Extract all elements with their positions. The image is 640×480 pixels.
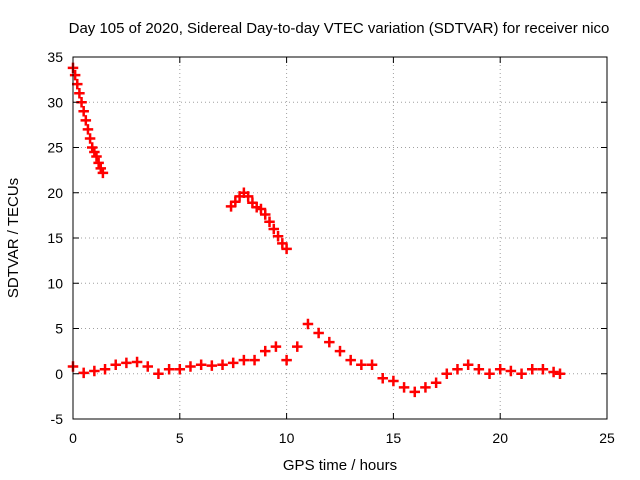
data-point bbox=[430, 377, 442, 389]
x-tick-label: 0 bbox=[69, 430, 77, 446]
series-high-2 bbox=[225, 187, 292, 255]
data-point bbox=[259, 345, 271, 357]
data-point bbox=[272, 230, 284, 242]
data-point bbox=[302, 318, 314, 330]
data-point bbox=[195, 359, 207, 370]
data-point bbox=[227, 357, 239, 369]
data-point bbox=[548, 366, 559, 378]
data-point bbox=[484, 368, 495, 379]
data-point bbox=[554, 368, 566, 379]
x-tick-label: 5 bbox=[176, 430, 184, 446]
series-high-1 bbox=[67, 62, 109, 179]
data-point bbox=[516, 368, 527, 379]
x-tick-label: 20 bbox=[492, 430, 508, 446]
x-tick-label: 15 bbox=[386, 430, 402, 446]
data-point bbox=[324, 336, 335, 348]
x-axis-label: GPS time / hours bbox=[283, 457, 397, 474]
y-tick-label: 5 bbox=[55, 321, 63, 337]
data-point bbox=[313, 327, 324, 339]
data-point bbox=[409, 386, 421, 398]
y-tick-label: -5 bbox=[51, 411, 64, 427]
data-point bbox=[281, 243, 292, 255]
data-point bbox=[110, 359, 121, 370]
data-point bbox=[163, 363, 175, 375]
data-points bbox=[67, 62, 566, 398]
data-point bbox=[452, 363, 463, 375]
data-point bbox=[249, 354, 260, 366]
data-point bbox=[334, 345, 346, 357]
data-point bbox=[537, 363, 549, 375]
data-point bbox=[247, 197, 258, 208]
data-point bbox=[99, 363, 111, 375]
data-point bbox=[89, 365, 100, 377]
data-point bbox=[356, 359, 367, 370]
data-point bbox=[420, 382, 431, 393]
y-tick-label: 20 bbox=[47, 185, 63, 201]
data-point bbox=[264, 216, 275, 227]
data-point bbox=[270, 341, 282, 352]
data-point bbox=[526, 363, 538, 375]
data-point bbox=[225, 201, 237, 212]
data-point bbox=[259, 209, 271, 220]
data-point bbox=[185, 361, 196, 372]
y-tick-label: 30 bbox=[47, 94, 63, 110]
x-tick-label: 25 bbox=[599, 430, 615, 446]
data-point bbox=[78, 367, 89, 379]
data-point bbox=[292, 341, 303, 352]
x-tick-label: 10 bbox=[279, 430, 295, 446]
data-point bbox=[84, 133, 96, 144]
data-point bbox=[142, 361, 154, 372]
chart-title: Day 105 of 2020, Sidereal Day-to-day VTE… bbox=[69, 20, 610, 37]
series-low bbox=[67, 318, 566, 398]
grid bbox=[73, 57, 607, 419]
y-tick-label: 25 bbox=[47, 140, 63, 156]
data-point bbox=[377, 373, 388, 384]
data-point bbox=[80, 115, 92, 126]
y-tick-label: 10 bbox=[47, 275, 63, 291]
data-point bbox=[97, 167, 109, 179]
data-point bbox=[505, 365, 517, 377]
data-point bbox=[255, 203, 267, 215]
data-point bbox=[242, 191, 254, 202]
ticks: 0 5 10 15 20 25 -5 0 5 10 15 20 25 30 35 bbox=[47, 49, 615, 446]
y-axis-label: SDTVAR / TECUs bbox=[5, 178, 22, 298]
data-point bbox=[91, 151, 102, 162]
data-point bbox=[494, 363, 506, 375]
data-point bbox=[238, 354, 250, 366]
data-point bbox=[217, 359, 228, 370]
data-point bbox=[69, 69, 81, 81]
data-point bbox=[281, 354, 292, 366]
data-point bbox=[388, 375, 399, 387]
data-point bbox=[78, 106, 89, 117]
data-point bbox=[121, 357, 132, 369]
data-point bbox=[473, 363, 485, 375]
data-point bbox=[366, 359, 378, 370]
data-point bbox=[398, 382, 410, 393]
data-point bbox=[268, 223, 280, 235]
data-point bbox=[72, 78, 83, 90]
data-point bbox=[462, 359, 474, 370]
data-point bbox=[131, 356, 143, 368]
data-point bbox=[82, 124, 94, 135]
data-point bbox=[206, 360, 218, 371]
y-tick-label: 15 bbox=[47, 230, 63, 246]
data-point bbox=[345, 354, 356, 366]
data-point bbox=[93, 157, 104, 169]
y-tick-label: 0 bbox=[55, 366, 63, 382]
y-tick-label: 35 bbox=[47, 49, 63, 65]
data-point bbox=[174, 363, 186, 375]
data-point bbox=[441, 368, 453, 379]
data-point bbox=[277, 238, 288, 249]
data-point bbox=[230, 196, 241, 208]
data-point bbox=[153, 368, 164, 379]
data-point bbox=[74, 87, 85, 99]
